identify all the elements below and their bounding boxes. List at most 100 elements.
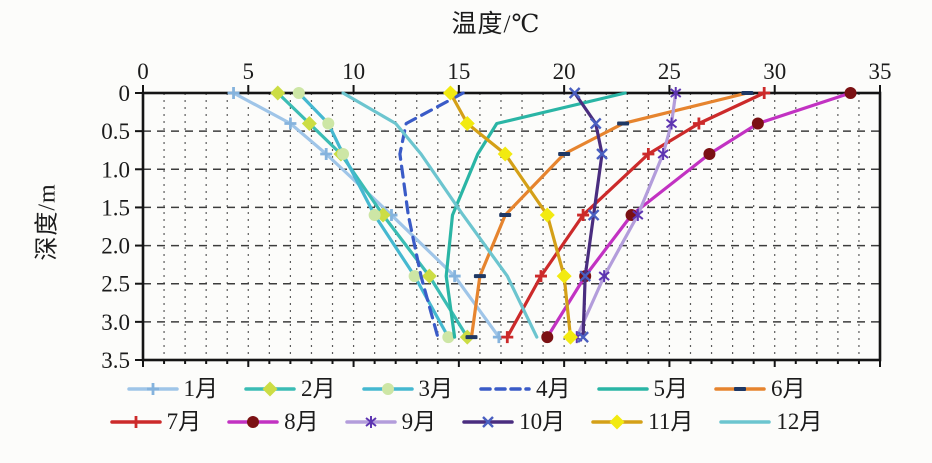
series-marker-month-10-pt5 xyxy=(577,331,589,343)
legend-item-month-9: 9月 xyxy=(344,407,437,437)
x-tick-label: 10 xyxy=(342,59,365,84)
series-marker-month-8-pt5 xyxy=(541,331,554,344)
series-marker-month-3-pt2 xyxy=(337,148,350,161)
legend-item-month-4: 4月 xyxy=(479,374,571,404)
series-line-month-5 xyxy=(444,91,627,339)
series-marker-month-9-pt3 xyxy=(632,209,644,222)
series-marker-month-2-pt4 xyxy=(421,268,437,284)
legend-swatch-month-9 xyxy=(344,416,397,428)
y-tick-label: 0 xyxy=(119,81,131,106)
series-line-month-8 xyxy=(545,91,853,339)
legend-label-month-2: 2月 xyxy=(301,376,336,401)
series-line-month-4 xyxy=(398,91,465,339)
y-tick-label: 1.0 xyxy=(101,157,130,182)
series-marker-month-10-pt3 xyxy=(587,209,600,221)
legend-swatch-month-8 xyxy=(227,416,279,428)
legend-label-month-8: 8月 xyxy=(284,409,319,434)
legend-marker-month-6 xyxy=(734,387,746,391)
legend-item-month-6: 6月 xyxy=(714,374,806,404)
series-line-month-11 xyxy=(448,91,573,339)
series-marker-month-11-pt3 xyxy=(539,207,555,223)
legend-item-month-11: 11月 xyxy=(591,407,693,437)
series-marker-month-2-pt1 xyxy=(301,116,317,132)
legend-marker-month-10 xyxy=(482,416,495,428)
series-marker-month-11-pt0 xyxy=(442,85,458,101)
legend-label-month-3: 3月 xyxy=(418,376,454,401)
series-marker-month-8-pt1 xyxy=(751,117,764,130)
legend-label-month-11: 11月 xyxy=(648,409,694,434)
x-tick-label: 35 xyxy=(869,59,892,84)
series-marker-month-3-pt4 xyxy=(408,270,421,283)
series-marker-month-10-pt1 xyxy=(589,117,602,130)
series-marker-month-6-pt0 xyxy=(741,91,754,95)
legend-swatch-month-6 xyxy=(714,387,766,391)
series-marker-month-7-pt3 xyxy=(577,209,590,222)
series-marker-month-6-pt1 xyxy=(617,121,630,126)
legend-swatch-month-2 xyxy=(244,381,296,397)
series-marker-month-6-pt3 xyxy=(499,213,512,218)
series-line-month-3 xyxy=(297,91,450,339)
series-marker-month-10-pt4 xyxy=(579,270,592,282)
series-marker-month-6-pt5 xyxy=(465,335,478,340)
legend-marker-month-9 xyxy=(365,416,377,428)
y-tick-label: 1.5 xyxy=(101,195,130,220)
legend-item-month-7: 7月 xyxy=(109,407,202,437)
legend-row-2: 7月 8月 9月 10月 11月 12月 xyxy=(109,407,822,437)
series-marker-month-9-pt1 xyxy=(665,117,678,130)
series-marker-month-7-pt2 xyxy=(642,148,655,161)
series-marker-month-7-pt1 xyxy=(692,117,705,130)
x-tick-label: 20 xyxy=(553,59,576,84)
series-line-month-12 xyxy=(341,91,539,339)
series-line-month-7 xyxy=(505,91,766,339)
legend-swatch-month-11 xyxy=(591,414,643,430)
series-marker-month-8-pt0 xyxy=(844,87,857,99)
legend-label-month-5: 5月 xyxy=(653,376,689,401)
series-marker-month-3-pt5 xyxy=(442,331,455,344)
legend-marker-month-11 xyxy=(609,414,625,430)
series-marker-month-9-pt0 xyxy=(670,87,682,99)
legend-item-month-1: 1月 xyxy=(126,374,218,404)
legend-item-month-2: 2月 xyxy=(244,374,336,404)
series-marker-month-3-pt0 xyxy=(292,87,305,99)
legend-label-month-7: 7月 xyxy=(166,409,202,434)
legend-swatch-month-7 xyxy=(109,416,162,428)
y-tick-label: 3.5 xyxy=(101,348,130,373)
legend-swatch-month-10 xyxy=(462,416,514,428)
legend-marker-month-7 xyxy=(129,416,142,428)
series-marker-month-1-pt0 xyxy=(227,87,240,99)
legend-label-month-9: 9月 xyxy=(401,409,437,434)
legend-swatch-month-5 xyxy=(596,387,649,391)
x-tick-label: 15 xyxy=(447,59,470,84)
x-tick-label: 25 xyxy=(658,59,681,84)
legend-label-month-12: 12月 xyxy=(776,409,823,434)
legend-marker-month-8 xyxy=(247,416,260,428)
legend-item-month-3: 3月 xyxy=(361,374,454,404)
series-line-month-6 xyxy=(469,91,749,339)
legend-label-month-6: 6月 xyxy=(771,376,806,401)
legend-item-month-5: 5月 xyxy=(596,374,689,404)
series-marker-month-11-pt4 xyxy=(556,268,572,284)
legend-marker-month-1 xyxy=(146,383,159,395)
series-marker-month-7-pt4 xyxy=(534,270,547,283)
series-marker-month-6-pt2 xyxy=(558,152,571,157)
y-tick-label: 3.0 xyxy=(101,310,130,335)
legend-swatch-month-3 xyxy=(361,383,414,395)
series-marker-month-3-pt1 xyxy=(322,117,335,130)
series-marker-month-11-pt2 xyxy=(497,146,513,162)
series-marker-month-11-pt1 xyxy=(459,116,475,132)
series-marker-month-1-pt1 xyxy=(284,117,297,130)
legend-swatch-month-4 xyxy=(479,387,531,391)
series-marker-month-2-pt0 xyxy=(270,85,286,101)
y-tick-label: 2.5 xyxy=(101,272,130,297)
legend-label-month-10: 10月 xyxy=(519,409,566,434)
series-marker-month-3-pt3 xyxy=(368,209,381,222)
legend-marker-month-3 xyxy=(381,383,394,395)
legend-item-month-12: 12月 xyxy=(719,407,822,437)
legend: 1月 2月 3月 4月 5月 6月 7月 8月 9月 10月 11月 12月 xyxy=(0,374,932,437)
legend-marker-month-2 xyxy=(262,381,278,397)
y-tick-label: 0.5 xyxy=(101,119,130,144)
series-marker-month-8-pt2 xyxy=(703,148,716,161)
series-marker-month-1-pt4 xyxy=(448,270,461,283)
series-marker-month-9-pt2 xyxy=(657,148,669,161)
